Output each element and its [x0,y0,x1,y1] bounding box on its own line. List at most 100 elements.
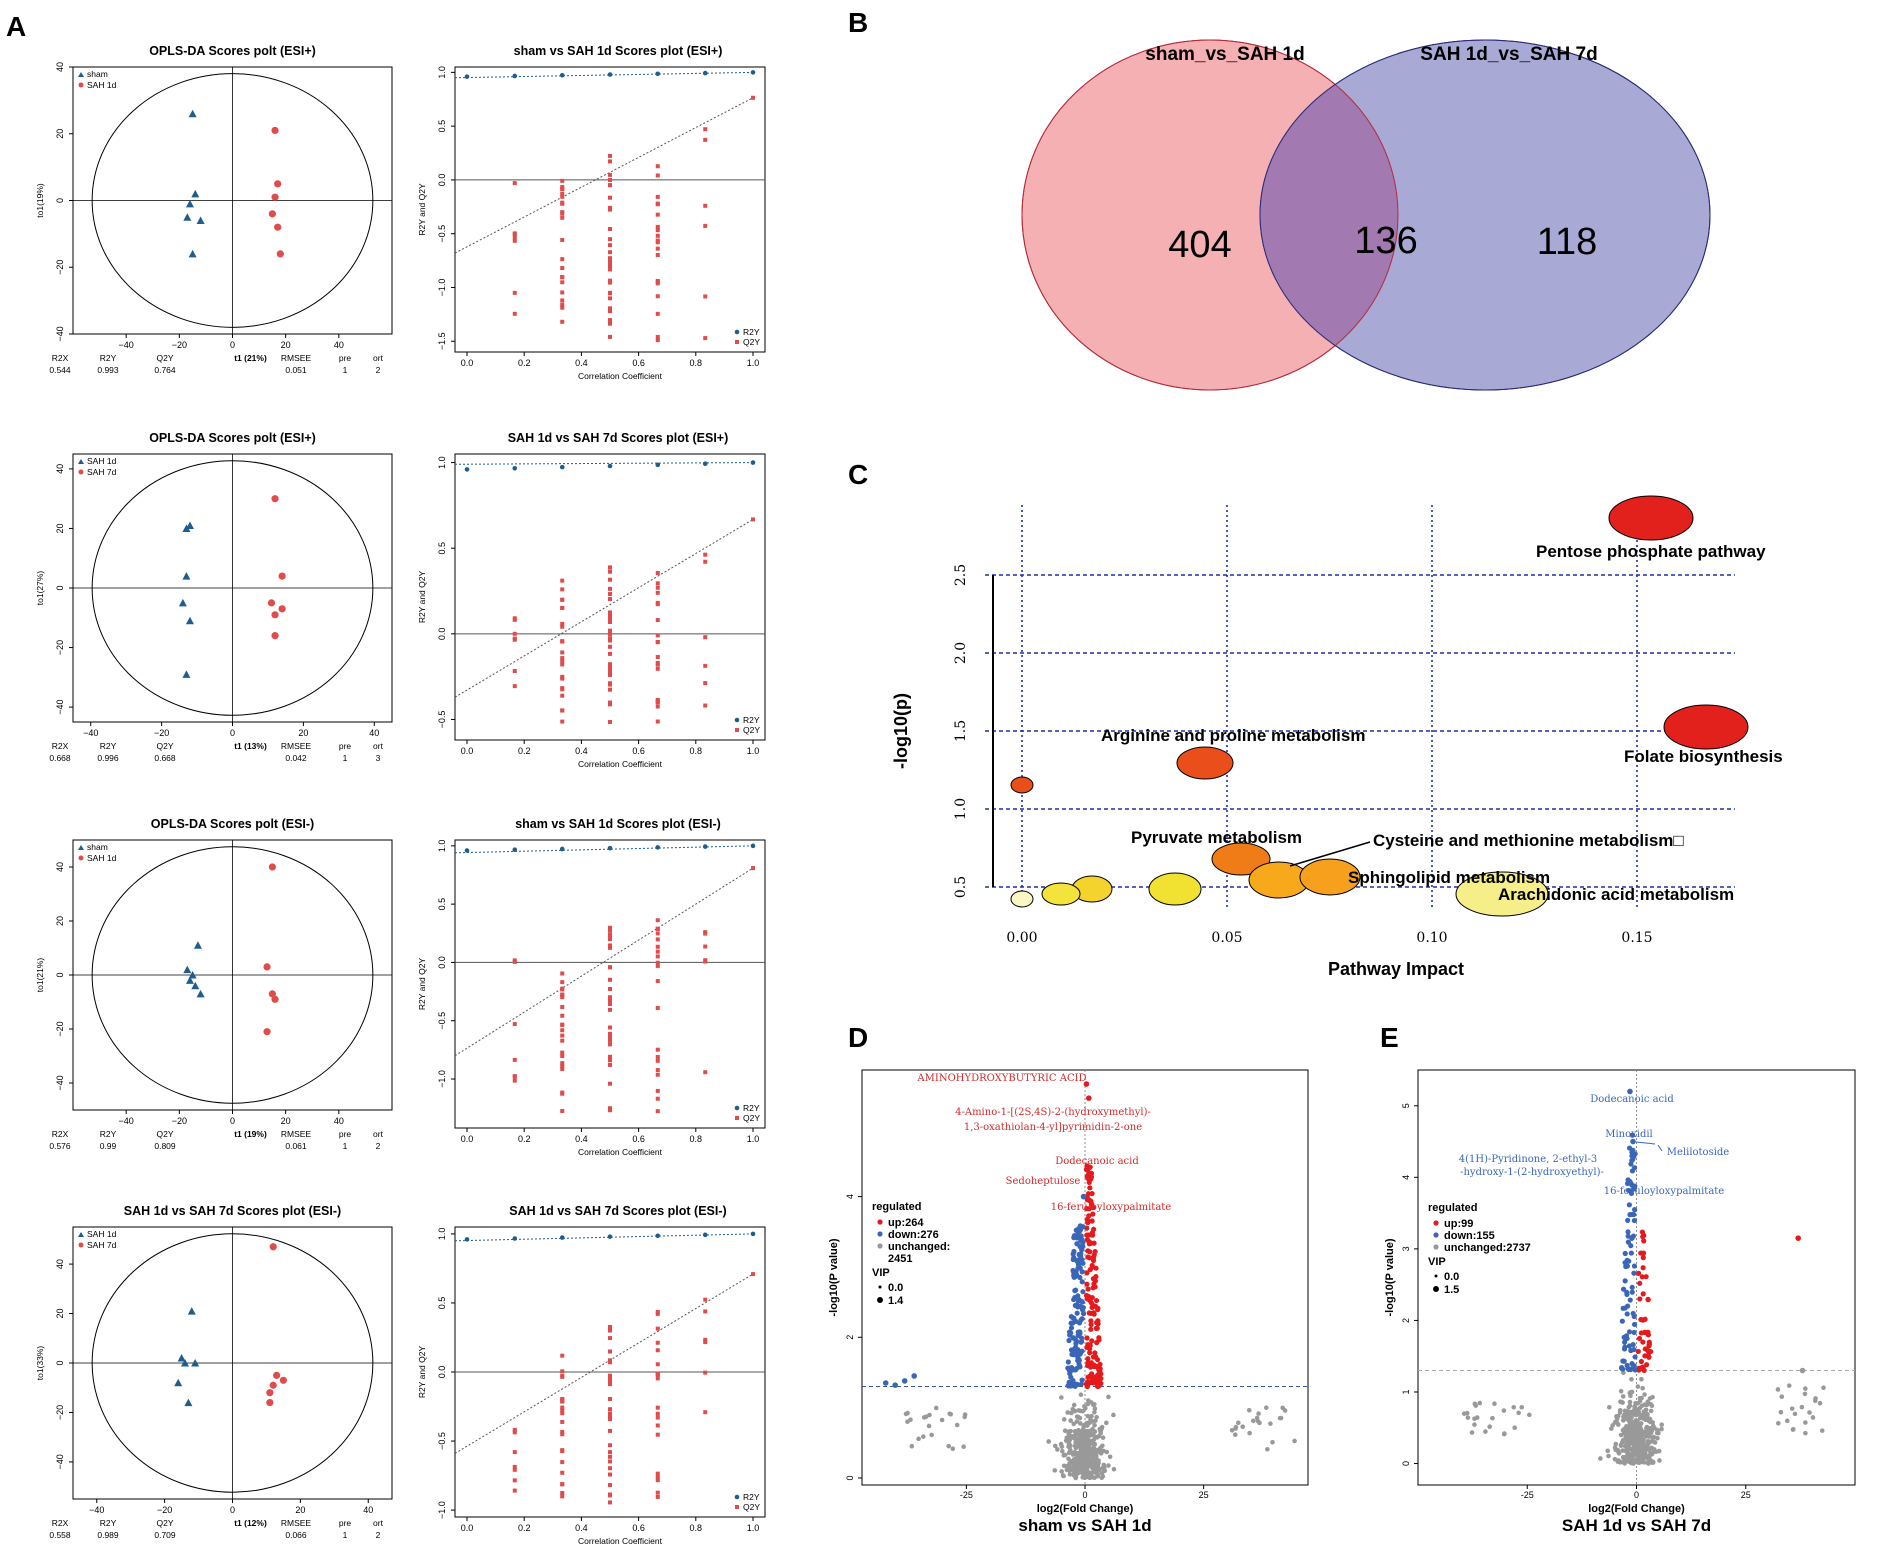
unchanged-point [926,1423,932,1429]
unchanged-point [1473,1403,1479,1408]
unchanged-point [1083,1443,1089,1448]
q2y-permutation-point [655,1096,660,1101]
unchanged-point [1099,1475,1105,1481]
highlighted-point [1629,1153,1635,1159]
r2y-point [655,845,661,850]
up-regulated-point [1089,1230,1095,1236]
unchanged-point [1650,1435,1656,1440]
x-axis-label: log2(Fold Change) [1588,1503,1685,1515]
panel-label-e: E [1380,1022,1399,1053]
q2y-permutation-point [608,977,612,982]
volcano-subtitle: sham vs SAH 1d [1018,1516,1151,1535]
unchanged-point [1617,1410,1623,1415]
unchanged-point [1775,1387,1781,1392]
unchanged-point [1096,1433,1102,1439]
q2y-permutation-point [655,253,660,258]
unchanged-point [1076,1436,1081,1442]
q2y-permutation-point [655,1058,660,1063]
legend-label-r2y: R2Y [743,1492,760,1502]
unchanged-point [1650,1420,1656,1425]
unchanged-point [1096,1460,1101,1466]
pathway-label: Arginine and proline metabolism [1101,726,1365,745]
up-regulated-point [1084,1335,1090,1341]
y-tick-label: 0.5 [437,542,447,555]
y-tick-label: 4 [845,1194,855,1199]
q2y-permutation-point [655,949,660,954]
unchanged-point [1810,1415,1816,1420]
y-tick-label: 40 [55,464,65,474]
q2y-permutation-point [608,1007,612,1012]
q2y-permutation-point [655,281,660,286]
down-regulated-point [1078,1339,1084,1345]
unchanged-point [1819,1428,1825,1433]
q2y-permutation-point [560,1028,565,1033]
unchanged-point [1633,1423,1639,1429]
q2y-permutation-point [608,227,612,232]
unchanged-point [1634,1427,1640,1433]
up-regulated-point [1639,1274,1645,1280]
q2y-permutation-point [560,659,565,664]
y-tick-label: 20 [55,523,65,533]
down-regulated-point [1070,1335,1076,1341]
q2y-permutation-point [608,1379,612,1384]
x-axis-label: t1 (12%) [234,1518,267,1528]
up-regulated-point [1093,1297,1100,1304]
highlighted-point [882,1380,889,1386]
annotation-label: Dodecanoic acid [1590,1094,1674,1105]
down-regulated-point [1631,1313,1637,1320]
down-regulated-point [1069,1351,1075,1357]
q2y-permutation-point [655,1072,660,1077]
down-regulated-point [1074,1258,1080,1265]
q2y-permutation-point [655,931,660,936]
permutation-plot-2: SAH 1d vs SAH 7d Scores plot (ESI+) 0.0 0.… [417,431,766,769]
unchanged-point [1066,1440,1072,1446]
score-point-group2 [268,990,276,998]
y-tick-label: 1.0 [437,840,447,853]
x-tick-label: 0 [230,1116,235,1126]
score-point-group1 [174,1378,183,1387]
down-regulated-point [1629,1211,1635,1218]
q2y-permutation-point [560,1405,565,1410]
q2y-permutation-point [560,587,565,592]
r2y-point [464,1237,470,1242]
stat-value: 0.668 [49,753,71,763]
annotation-label: 16-feruloyloxypalmitate [1604,1186,1725,1197]
q2y-permutation-point [560,1429,565,1434]
down-regulated-point [1622,1278,1628,1284]
up-regulated-point [1645,1352,1651,1358]
unchanged-point [1501,1408,1507,1413]
q2y-permutation-point [608,334,612,339]
x-tick-label: 0.6 [632,746,645,756]
legend-label-group1: sham [87,842,108,852]
unchanged-point [1627,1390,1633,1396]
unchanged-point [1490,1415,1495,1421]
x-tick-label: 25 [1199,1490,1209,1500]
q2y-permutation-point [655,1475,660,1480]
q2y-original-point [751,517,755,522]
q2y-permutation-point [703,635,708,640]
unchanged-point [1089,1413,1094,1419]
y-tick-label: 40 [55,1259,65,1269]
q2y-permutation-point [608,1500,612,1505]
unchanged-point [1251,1418,1256,1424]
unchanged-point [1631,1440,1637,1445]
y-axis-label: R2Y and Q2Y [417,571,427,624]
panel-label-b: B [848,7,868,38]
x-tick-label: 0 [230,728,235,738]
q2y-permutation-point [608,291,612,296]
unchanged-point [1077,1415,1083,1421]
down-regulated-point [1068,1325,1075,1331]
y-tick-label: 20 [55,1309,65,1319]
up-regulated-point [1638,1250,1644,1256]
up-regulated-point [1635,1348,1641,1355]
unchanged-point [1233,1424,1239,1430]
unchanged-point [1609,1426,1614,1431]
r2y-point [702,70,708,76]
legend-marker-group1 [78,1232,84,1237]
unchanged-point [1059,1444,1065,1449]
legend-label-q2y: Q2Y [743,337,760,347]
unchanged-point [1629,1421,1635,1427]
up-regulated-point [1641,1238,1647,1244]
q2y-permutation-point [655,1432,660,1437]
stat-header: pre [339,353,352,363]
